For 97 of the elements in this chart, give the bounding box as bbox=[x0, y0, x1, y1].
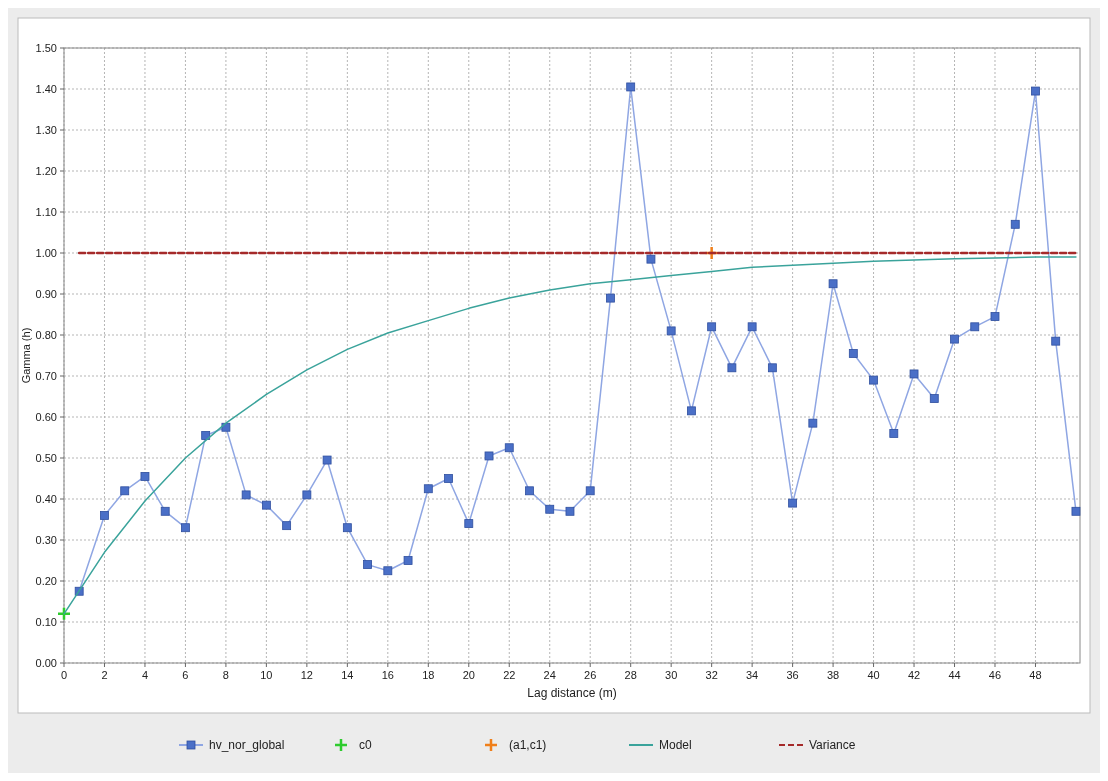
x-tick-label: 8 bbox=[222, 669, 229, 681]
point bbox=[160, 506, 170, 516]
x-tick-label: 30 bbox=[665, 669, 678, 681]
x-tick-label: 34 bbox=[746, 669, 759, 681]
legend-label: Model bbox=[659, 738, 692, 752]
y-tick-label: 1.20 bbox=[35, 165, 57, 177]
y-tick-label: 0.70 bbox=[35, 370, 57, 382]
point bbox=[929, 394, 939, 403]
point bbox=[322, 455, 332, 465]
point bbox=[950, 334, 959, 344]
y-tick-label: 0.00 bbox=[35, 657, 57, 669]
y-tick-label: 0.50 bbox=[35, 452, 57, 464]
x-tick-label: 0 bbox=[60, 669, 68, 681]
point bbox=[504, 443, 514, 453]
x-tick-label: 32 bbox=[705, 669, 718, 681]
point bbox=[181, 523, 190, 533]
point bbox=[444, 474, 453, 483]
x-tick-label: 2 bbox=[101, 669, 108, 681]
legend-label: hv_nor_global bbox=[209, 738, 285, 752]
x-tick-label: 22 bbox=[503, 669, 516, 681]
point bbox=[100, 511, 109, 520]
point bbox=[707, 322, 717, 332]
point bbox=[909, 369, 919, 379]
point bbox=[687, 406, 696, 416]
x-tick-label: 42 bbox=[907, 669, 921, 681]
x-tick-label: 18 bbox=[422, 669, 435, 681]
point bbox=[626, 82, 636, 92]
point bbox=[788, 498, 798, 508]
x-tick-label: 16 bbox=[381, 669, 394, 681]
x-tick-label: 24 bbox=[543, 669, 556, 681]
point bbox=[565, 506, 575, 516]
point bbox=[990, 312, 1000, 321]
point bbox=[261, 500, 271, 510]
point bbox=[828, 279, 838, 289]
x-tick-label: 28 bbox=[624, 669, 637, 681]
x-tick-label: 38 bbox=[826, 669, 840, 681]
x-tick-label: 4 bbox=[141, 669, 149, 681]
x-tick-label: 26 bbox=[584, 669, 597, 681]
y-tick-label: 1.40 bbox=[35, 83, 57, 95]
legend-label: Variance bbox=[809, 738, 856, 752]
point bbox=[120, 486, 130, 496]
point bbox=[666, 326, 676, 336]
point bbox=[464, 519, 474, 528]
point bbox=[747, 322, 757, 332]
x-axis-title: Lag distance (m) bbox=[527, 686, 617, 700]
y-tick-label: 1.00 bbox=[35, 247, 57, 259]
point bbox=[869, 375, 878, 385]
point bbox=[403, 556, 413, 565]
y-tick-label: 0.60 bbox=[35, 411, 57, 423]
x-tick-label: 12 bbox=[300, 669, 313, 681]
line-series bbox=[63, 256, 1077, 615]
y-tick-label: 0.10 bbox=[35, 616, 57, 628]
point bbox=[423, 484, 433, 494]
y-axis-title: Gamma (h) bbox=[20, 327, 32, 384]
point bbox=[727, 363, 737, 373]
y-tick-label: 1.30 bbox=[35, 124, 57, 136]
y-tick-label: 0.80 bbox=[35, 329, 57, 341]
point bbox=[1071, 506, 1081, 516]
y-tick-label: 0.40 bbox=[35, 493, 57, 505]
point bbox=[282, 521, 292, 531]
point bbox=[201, 431, 211, 440]
point bbox=[848, 349, 858, 358]
legend-label: (a1,c1) bbox=[509, 738, 547, 752]
point bbox=[808, 418, 818, 428]
point bbox=[1010, 219, 1020, 229]
x-tick-label: 14 bbox=[341, 669, 354, 681]
point bbox=[525, 486, 534, 496]
point bbox=[889, 429, 899, 438]
point bbox=[1031, 86, 1040, 96]
point bbox=[646, 254, 656, 264]
point bbox=[545, 504, 555, 514]
point bbox=[767, 363, 777, 373]
point bbox=[342, 523, 352, 533]
x-tick-label: 46 bbox=[988, 669, 1002, 681]
x-tick-label: 36 bbox=[786, 669, 799, 681]
x-tick-label: 6 bbox=[182, 669, 189, 681]
x-tick-label: 44 bbox=[948, 669, 961, 681]
point bbox=[1051, 336, 1061, 346]
point bbox=[140, 472, 150, 481]
x-tick-label: 40 bbox=[867, 669, 880, 681]
point bbox=[383, 566, 393, 576]
point bbox=[363, 560, 372, 569]
legend-label: c0 bbox=[359, 738, 372, 752]
point bbox=[241, 490, 251, 500]
x-tick-label: 20 bbox=[462, 669, 475, 681]
y-tick-label: 0.20 bbox=[35, 575, 57, 587]
point bbox=[484, 451, 494, 461]
x-tick-label: 48 bbox=[1029, 669, 1042, 681]
point bbox=[302, 490, 312, 500]
y-tick-label: 0.30 bbox=[35, 534, 57, 546]
x-tick-label: 10 bbox=[260, 669, 273, 681]
point bbox=[970, 322, 980, 332]
point bbox=[585, 486, 595, 496]
y-tick-label: 1.50 bbox=[35, 42, 57, 54]
y-tick-label: 0.90 bbox=[35, 288, 57, 300]
y-tick-label: 1.10 bbox=[35, 206, 57, 218]
point bbox=[606, 293, 615, 303]
